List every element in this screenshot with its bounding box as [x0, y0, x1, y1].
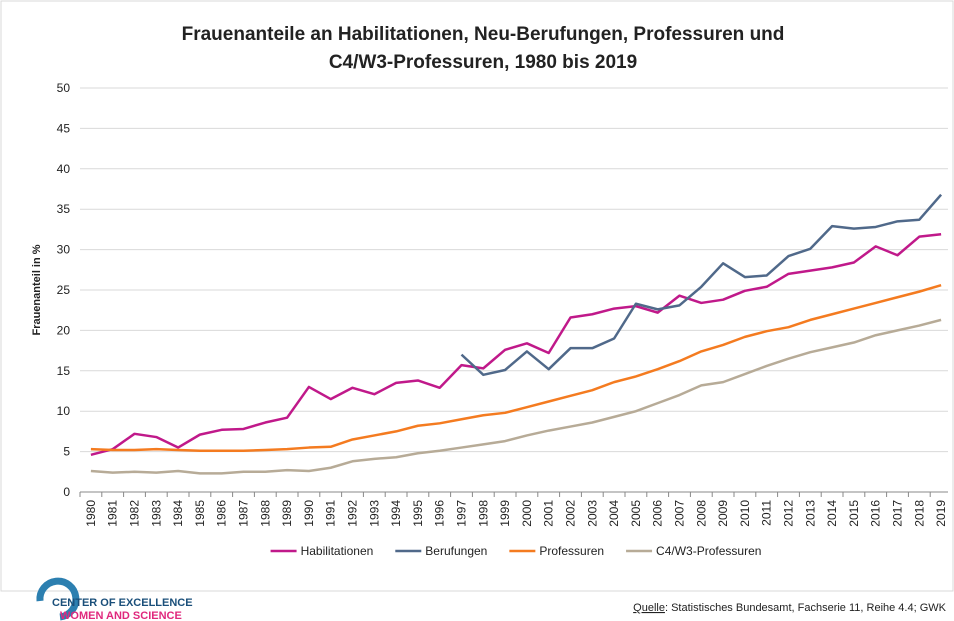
- x-tick-label: 1999: [498, 500, 512, 527]
- y-tick-label: 25: [57, 283, 71, 297]
- series-line: [90, 318, 942, 475]
- x-tick-label: 2000: [520, 500, 534, 527]
- y-tick-label: 40: [57, 162, 71, 176]
- x-tick-label: 1986: [215, 500, 229, 527]
- y-tick-label: 20: [57, 323, 71, 337]
- x-tick-label: 1981: [106, 500, 120, 527]
- x-tick-label: 1994: [389, 500, 403, 527]
- source: Quelle: Statistisches Bundesamt, Fachser…: [633, 602, 946, 614]
- chart-frame: [0, 0, 954, 592]
- legend-label: Berufungen: [425, 544, 487, 558]
- x-tick-label: 1993: [367, 500, 381, 527]
- x-tick-label: 2004: [607, 500, 621, 527]
- logo-text: CENTER OF EXCELLENCE: [52, 597, 193, 609]
- x-tick-label: 2006: [651, 500, 665, 527]
- x-tick-label: 1983: [149, 500, 163, 527]
- chart-title: Frauenanteile an Habilitationen, Neu-Ber…: [182, 24, 785, 45]
- legend-label: Habilitationen: [301, 544, 374, 558]
- legend-label: C4/W3-Professuren: [656, 544, 761, 558]
- x-tick-label: 1984: [171, 500, 185, 527]
- x-tick-label: 1988: [258, 500, 272, 527]
- x-tick-label: 1995: [411, 500, 425, 527]
- x-tick-label: 2001: [542, 500, 556, 527]
- x-tick-label: 1992: [346, 500, 360, 527]
- x-tick-label: 2009: [716, 500, 730, 527]
- x-tick-label: 2011: [760, 500, 774, 526]
- x-tick-label: 1990: [302, 500, 316, 527]
- x-tick-label: 2010: [738, 500, 752, 527]
- x-tick-label: 2016: [869, 500, 883, 527]
- x-tick-label: 1982: [128, 500, 142, 527]
- x-tick-label: 2003: [585, 500, 599, 527]
- x-tick-label: 1989: [280, 500, 294, 527]
- x-tick-label: 2013: [803, 500, 817, 527]
- x-tick-label: 2014: [825, 500, 839, 527]
- x-tick-label: 2015: [847, 500, 861, 527]
- y-axis-label: Frauenanteil in %: [31, 244, 43, 335]
- x-tick-label: 1991: [324, 500, 338, 527]
- y-tick-label: 30: [57, 243, 71, 257]
- y-tick-label: 35: [57, 202, 71, 216]
- legend: Habilitationen Berufungen Professuren C4/W3…: [270, 544, 761, 558]
- legend-label: Professuren: [539, 544, 604, 558]
- series-line: [90, 283, 942, 453]
- x-tick-label: 2019: [934, 500, 948, 527]
- series-line: [460, 193, 943, 377]
- x-tick-label: 2008: [694, 500, 708, 527]
- x-tick-label: 1985: [193, 500, 207, 527]
- source-text: : Statistisches Bundesamt, Fachserie 11,…: [665, 602, 947, 614]
- y-tick-label: 0: [63, 485, 70, 499]
- x-tick-label: 1998: [476, 500, 490, 527]
- chart-title: C4/W3-Professuren, 1980 bis 2019: [329, 52, 637, 73]
- logo-text: WOMEN AND SCIENCE: [60, 610, 182, 621]
- source-label: Quelle: [633, 602, 665, 614]
- series-line: [90, 233, 942, 457]
- x-tick-label: 1987: [237, 500, 251, 527]
- x-tick-label: 2005: [629, 500, 643, 527]
- x-tick-label: 2012: [782, 500, 796, 527]
- y-tick-label: 5: [63, 445, 70, 459]
- logo: CENTER OF EXCELLENCE WOMEN AND SCIENCE: [36, 577, 193, 621]
- y-tick-label: 45: [57, 121, 71, 135]
- y-tick-label: 15: [57, 364, 71, 378]
- x-tick-label: 1980: [84, 500, 98, 527]
- x-tick-label: 1996: [433, 500, 447, 527]
- x-tick-label: 2018: [912, 500, 926, 527]
- x-tick-label: 2002: [564, 500, 578, 527]
- x-tick-label: 1997: [455, 500, 469, 527]
- x-tick-label: 2007: [673, 500, 687, 527]
- y-tick-label: 10: [57, 404, 71, 418]
- logo-icon: [36, 577, 80, 621]
- x-tick-label: 2017: [891, 500, 905, 527]
- y-tick-label: 50: [57, 81, 71, 95]
